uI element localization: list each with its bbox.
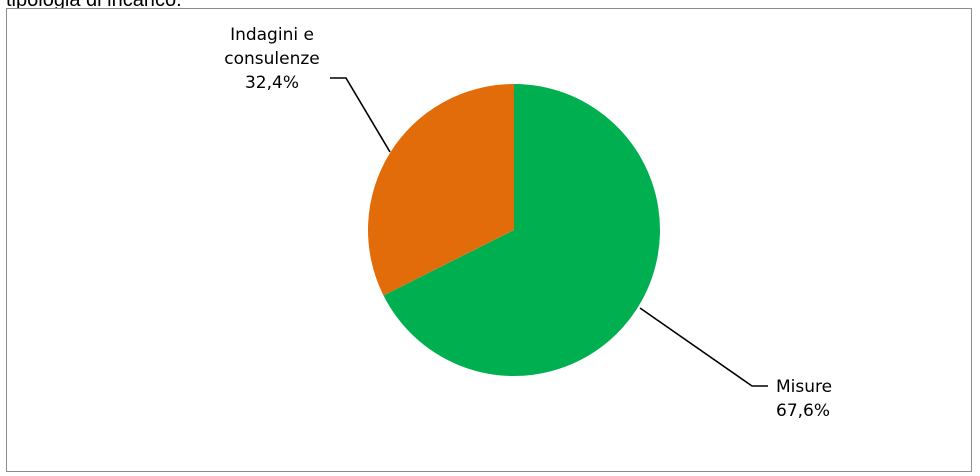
caption-fragment: tipologia di incarico. [6,0,182,11]
data-label-misure: Misure 67,6% [776,377,832,421]
pie-slice-indagini-e-consulenze [367,84,514,296]
leader-line-indagini-e-consulenze [330,77,391,153]
pie-slice-misure [383,84,660,376]
data-label-indagini-e-consulenze: Indagini e consulenze 32,4% [224,25,320,93]
leader-line-misure [639,307,768,387]
